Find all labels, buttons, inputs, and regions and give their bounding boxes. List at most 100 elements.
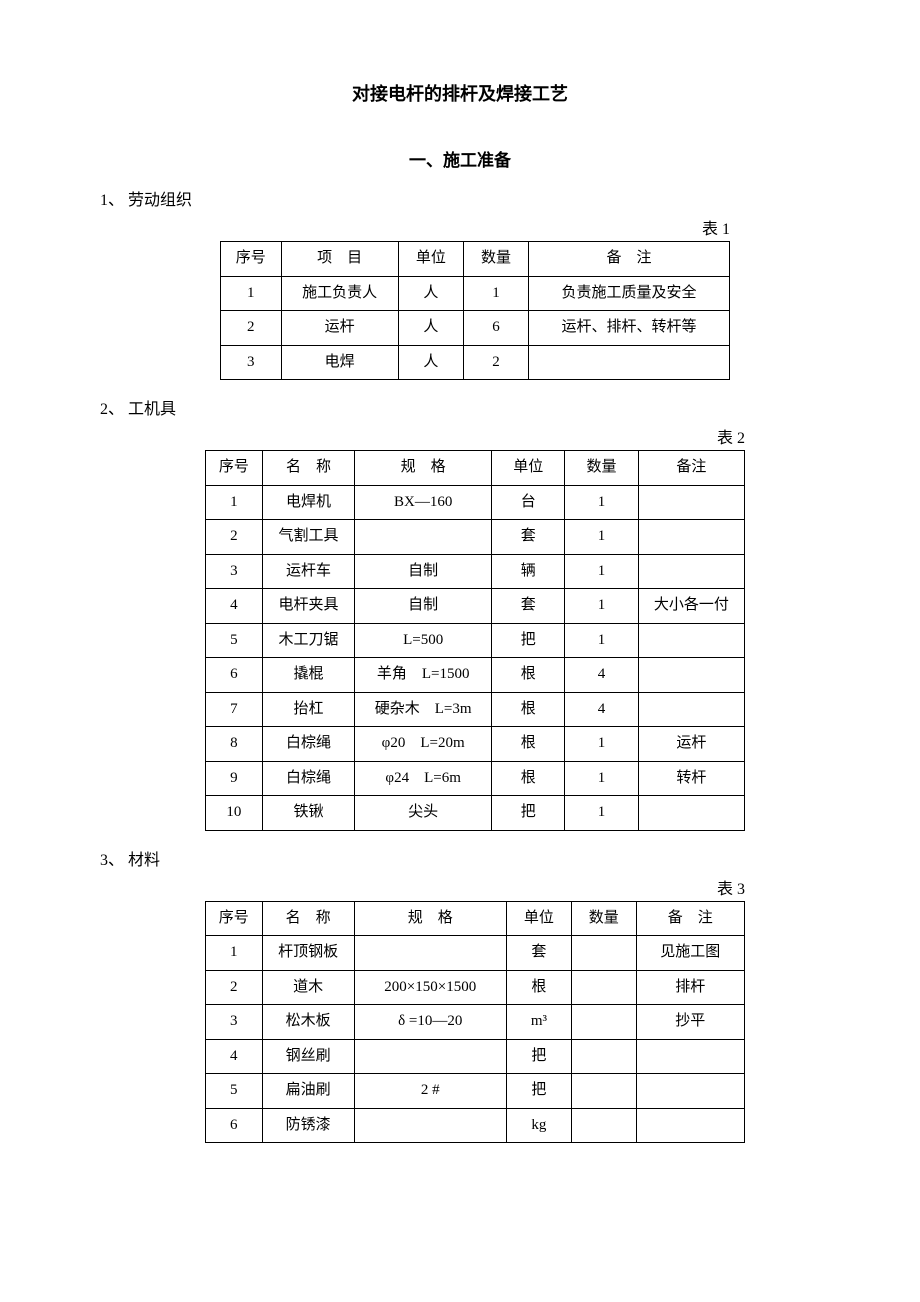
th-unit: 单位 <box>398 242 463 277</box>
th-qty: 数量 <box>571 901 636 936</box>
table-row: 7抬杠硬杂木 L=3m根4 <box>206 692 745 727</box>
cell: 4 <box>565 658 638 693</box>
cell <box>636 1039 744 1074</box>
cell: 把 <box>492 623 565 658</box>
cell: 1 <box>565 761 638 796</box>
th-qty: 数量 <box>463 242 528 277</box>
cell: 撬棍 <box>262 658 354 693</box>
cell: 4 <box>206 589 263 624</box>
cell: 8 <box>206 727 263 762</box>
cell: 杆顶钢板 <box>262 936 354 971</box>
table-2: 序号 名 称 规 格 单位 数量 备注 1电焊机BX—160台1 2气割工具套1… <box>205 450 745 831</box>
table-row: 6撬棍羊角 L=1500根4 <box>206 658 745 693</box>
cell <box>571 1039 636 1074</box>
th-item: 项 目 <box>281 242 398 277</box>
cell: 4 <box>206 1039 263 1074</box>
cell: φ24 L=6m <box>355 761 492 796</box>
cell: 自制 <box>355 554 492 589</box>
cell: 根 <box>492 727 565 762</box>
cell: 套 <box>492 589 565 624</box>
table-row: 3运杆车自制辆1 <box>206 554 745 589</box>
cell: 2 <box>221 311 282 346</box>
table-row: 9白棕绳φ24 L=6m根1转杆 <box>206 761 745 796</box>
cell <box>571 936 636 971</box>
table-row: 3松木板δ =10—20m³抄平 <box>206 1005 745 1040</box>
cell: 2 <box>206 970 263 1005</box>
cell: 1 <box>221 276 282 311</box>
cell: 松木板 <box>262 1005 354 1040</box>
table-row: 8白棕绳φ20 L=20m根1运杆 <box>206 727 745 762</box>
table-row: 3 电焊 人 2 <box>221 345 730 380</box>
cell: 电焊机 <box>262 485 354 520</box>
cell: 5 <box>206 623 263 658</box>
document-title: 对接电杆的排杆及焊接工艺 <box>100 80 820 106</box>
cell <box>638 692 744 727</box>
th-spec: 规 格 <box>354 901 506 936</box>
th-seq: 序号 <box>206 451 263 486</box>
cell <box>355 520 492 555</box>
th-seq: 序号 <box>206 901 263 936</box>
cell: 抄平 <box>636 1005 744 1040</box>
cell: 3 <box>221 345 282 380</box>
cell <box>636 1108 744 1143</box>
cell <box>638 623 744 658</box>
cell: 人 <box>398 311 463 346</box>
cell: 1 <box>565 520 638 555</box>
cell <box>571 970 636 1005</box>
cell: 根 <box>506 970 571 1005</box>
cell: 施工负责人 <box>281 276 398 311</box>
cell: 电焊 <box>281 345 398 380</box>
cell: 自制 <box>355 589 492 624</box>
table-row: 4钢丝刷把 <box>206 1039 745 1074</box>
cell: φ20 L=20m <box>355 727 492 762</box>
table-3: 序号 名 称 规 格 单位 数量 备 注 1杆顶钢板套见施工图 2道木200×1… <box>205 901 745 1144</box>
cell: 把 <box>492 796 565 831</box>
cell: 白棕绳 <box>262 761 354 796</box>
cell: 负责施工质量及安全 <box>529 276 730 311</box>
table-row: 10铁锹尖头把1 <box>206 796 745 831</box>
cell: 1 <box>565 589 638 624</box>
cell <box>571 1108 636 1143</box>
cell: 根 <box>492 761 565 796</box>
cell <box>354 1039 506 1074</box>
cell: 1 <box>206 936 263 971</box>
cell: 防锈漆 <box>262 1108 354 1143</box>
th-remark: 备注 <box>638 451 744 486</box>
table-header-row: 序号 名 称 规 格 单位 数量 备 注 <box>206 901 745 936</box>
cell: δ =10—20 <box>354 1005 506 1040</box>
section-heading: 一、施工准备 <box>100 146 820 171</box>
cell <box>354 1108 506 1143</box>
table-row: 1电焊机BX—160台1 <box>206 485 745 520</box>
cell: L=500 <box>355 623 492 658</box>
table-row: 5扁油刷2 #把 <box>206 1074 745 1109</box>
cell: 根 <box>492 692 565 727</box>
table-row: 2气割工具套1 <box>206 520 745 555</box>
cell: 铁锹 <box>262 796 354 831</box>
th-name: 名 称 <box>262 451 354 486</box>
table-header-row: 序号 项 目 单位 数量 备 注 <box>221 242 730 277</box>
table-row: 4电杆夹具自制套1大小各一付 <box>206 589 745 624</box>
cell: 把 <box>506 1074 571 1109</box>
cell: 3 <box>206 554 263 589</box>
cell: 1 <box>565 554 638 589</box>
cell: 人 <box>398 345 463 380</box>
th-name: 名 称 <box>262 901 354 936</box>
subsection-2: 2、 工机具 <box>100 395 820 419</box>
cell: 大小各一付 <box>638 589 744 624</box>
th-remark: 备 注 <box>529 242 730 277</box>
cell: 台 <box>492 485 565 520</box>
cell: 1 <box>565 727 638 762</box>
th-seq: 序号 <box>221 242 282 277</box>
cell <box>638 520 744 555</box>
table-1: 序号 项 目 单位 数量 备 注 1 施工负责人 人 1 负责施工质量及安全 2… <box>220 241 730 380</box>
cell: 4 <box>565 692 638 727</box>
cell: 电杆夹具 <box>262 589 354 624</box>
th-unit: 单位 <box>506 901 571 936</box>
table-row: 5木工刀锯L=500把1 <box>206 623 745 658</box>
cell: 6 <box>206 1108 263 1143</box>
table1-caption: 表 1 <box>220 215 760 239</box>
cell: 1 <box>565 796 638 831</box>
cell: 排杆 <box>636 970 744 1005</box>
cell <box>571 1005 636 1040</box>
cell: 1 <box>206 485 263 520</box>
